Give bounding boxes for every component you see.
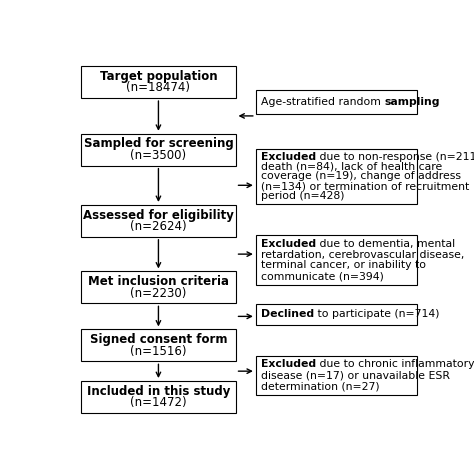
Text: retardation, cerebrovascular disease,: retardation, cerebrovascular disease, xyxy=(261,249,465,260)
Text: Age-stratified random: Age-stratified random xyxy=(261,97,385,107)
FancyBboxPatch shape xyxy=(82,66,236,98)
Text: Declined: Declined xyxy=(261,310,314,319)
Text: coverage (n=19), change of address: coverage (n=19), change of address xyxy=(261,171,461,182)
Text: Excluded: Excluded xyxy=(261,239,317,249)
Text: Sampled for screening: Sampled for screening xyxy=(83,138,233,151)
Text: (n=3500): (n=3500) xyxy=(130,149,186,162)
Text: Included in this study: Included in this study xyxy=(87,385,230,398)
FancyBboxPatch shape xyxy=(82,329,236,361)
FancyBboxPatch shape xyxy=(256,90,418,114)
FancyBboxPatch shape xyxy=(82,271,236,304)
FancyBboxPatch shape xyxy=(256,236,418,285)
Text: (n=18474): (n=18474) xyxy=(127,81,191,94)
FancyBboxPatch shape xyxy=(82,381,236,413)
Text: due to dementia, mental: due to dementia, mental xyxy=(317,239,456,249)
Text: due to chronic inflammatory: due to chronic inflammatory xyxy=(317,359,474,370)
FancyBboxPatch shape xyxy=(82,134,236,166)
FancyBboxPatch shape xyxy=(82,205,236,237)
Text: sampling: sampling xyxy=(385,97,440,107)
FancyBboxPatch shape xyxy=(256,356,418,395)
Text: death (n=84), lack of health care: death (n=84), lack of health care xyxy=(261,162,443,171)
Text: disease (n=17) or unavailable ESR: disease (n=17) or unavailable ESR xyxy=(261,371,450,381)
Text: (n=134) or termination of recruitment: (n=134) or termination of recruitment xyxy=(261,181,470,191)
Text: Target population: Target population xyxy=(100,70,217,83)
Text: terminal cancer, or inability to: terminal cancer, or inability to xyxy=(261,261,426,270)
Text: period (n=428): period (n=428) xyxy=(261,191,345,201)
FancyBboxPatch shape xyxy=(256,149,418,204)
Text: (n=2230): (n=2230) xyxy=(130,286,187,300)
Text: communicate (n=394): communicate (n=394) xyxy=(261,271,384,281)
FancyBboxPatch shape xyxy=(256,304,418,325)
Text: to participate (n=714): to participate (n=714) xyxy=(314,310,440,319)
Text: Excluded: Excluded xyxy=(261,359,317,370)
Text: due to non-response (n=211),: due to non-response (n=211), xyxy=(317,152,474,162)
Text: determination (n=27): determination (n=27) xyxy=(261,382,380,392)
Text: Excluded: Excluded xyxy=(261,152,317,162)
Text: (n=1516): (n=1516) xyxy=(130,345,187,358)
Text: Signed consent form: Signed consent form xyxy=(90,333,227,346)
Text: (n=2624): (n=2624) xyxy=(130,220,187,233)
Text: Met inclusion criteria: Met inclusion criteria xyxy=(88,275,229,288)
Text: (n=1472): (n=1472) xyxy=(130,396,187,409)
Text: Assessed for eligibility: Assessed for eligibility xyxy=(83,209,234,222)
